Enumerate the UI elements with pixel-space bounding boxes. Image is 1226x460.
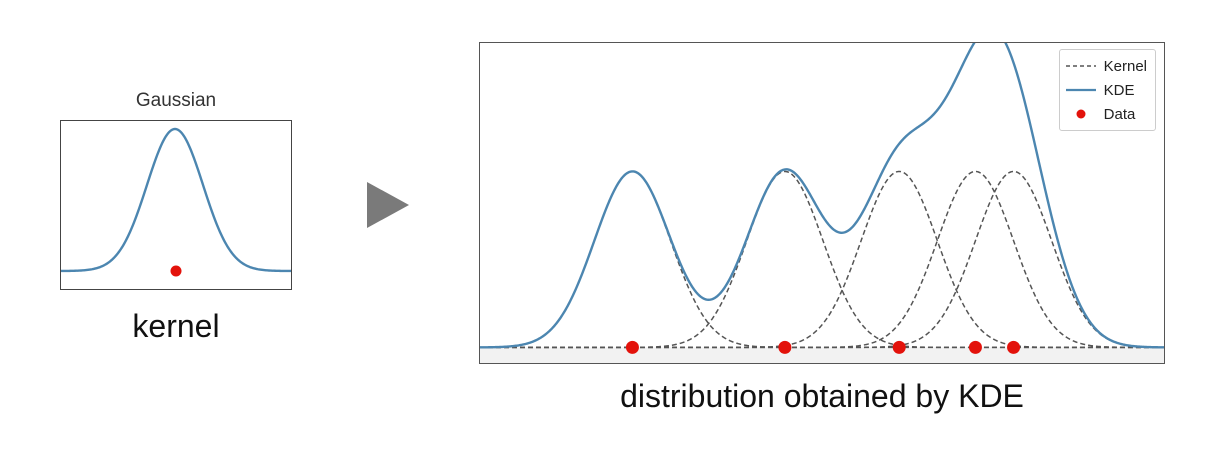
legend-item-kde: KDE [1065, 78, 1147, 102]
dot-icon [1066, 107, 1096, 121]
data-point [778, 340, 792, 354]
kde-caption: distribution obtained by KDE [620, 378, 1024, 414]
kde-curve [480, 43, 1164, 349]
legend-label-data: Data [1103, 105, 1136, 123]
legend-item-kernel: Kernel [1065, 54, 1147, 78]
data-point [1007, 340, 1021, 354]
legend: Kernel KDE Data [1058, 49, 1156, 131]
kernel-plot-canvas [61, 127, 291, 277]
legend-item-data: Data [1066, 102, 1147, 126]
baseline-band [480, 347, 1164, 363]
data-point [170, 265, 182, 277]
data-point [968, 340, 982, 354]
kde-plot: Kernel KDE Data [479, 42, 1165, 364]
data-point [892, 340, 906, 354]
gaussian-kernel-curve [61, 127, 291, 273]
kernel-plot [60, 120, 292, 290]
legend-label-kernel: Kernel [1103, 57, 1147, 75]
kernel-curve [480, 170, 1164, 349]
data-point [625, 340, 639, 354]
legend-label-kde: KDE [1103, 81, 1135, 99]
kernel-plot-title: Gaussian [135, 90, 217, 111]
right-arrow-icon [365, 182, 411, 228]
kde-plot-canvas [480, 43, 1164, 363]
kernel-caption: kernel [132, 308, 220, 344]
solid-line-icon [1065, 83, 1096, 97]
dashed-line-icon [1065, 59, 1096, 73]
